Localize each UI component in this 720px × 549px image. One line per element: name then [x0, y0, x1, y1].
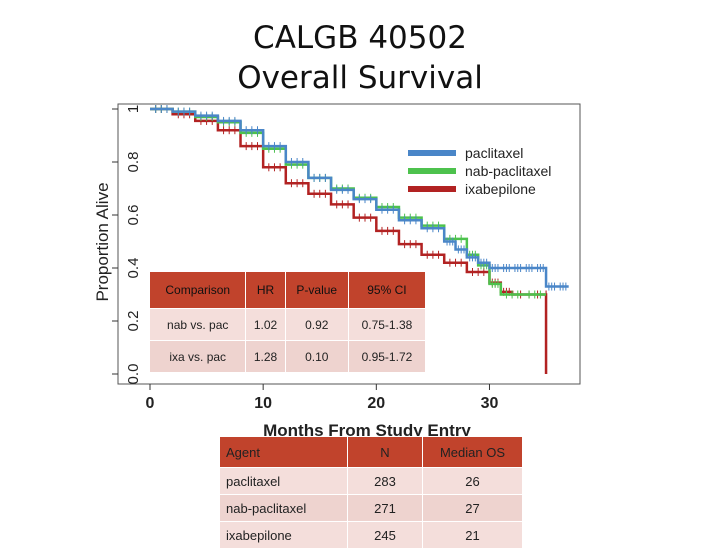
agent-cell: paclitaxel — [219, 467, 348, 495]
y-tick-label: 0.2 — [125, 311, 142, 332]
p-value-cell: 0.92 — [284, 308, 349, 341]
comparison-header-row: Comparison HR P-value 95% CI — [148, 271, 427, 309]
ci-cell: 0.75-1.38 — [347, 308, 427, 341]
median-os-cell: 21 — [422, 521, 523, 549]
table-row: paclitaxel 283 26 — [219, 467, 523, 495]
legend-label: nab-paclitaxel — [465, 163, 551, 179]
ci-cell: 0.95-1.72 — [347, 340, 427, 373]
n-cell: 245 — [347, 521, 423, 549]
x-tick-label: 20 — [367, 395, 385, 412]
axis-layer: 0 10 20 30 0.0 0.2 0.4 0.6 0.8 1 — [112, 105, 498, 412]
n-header: N — [347, 436, 423, 468]
table-row: ixa vs. pac 1.28 0.10 0.95-1.72 — [148, 340, 427, 373]
y-tick-label: 0.4 — [125, 258, 142, 279]
plot-frame — [117, 103, 581, 385]
series-layer — [150, 105, 569, 374]
y-tick-label: 0.8 — [125, 152, 142, 173]
comparison-cell: ixa vs. pac — [148, 340, 247, 373]
x-tick-label: 30 — [481, 395, 499, 412]
series-line — [150, 107, 569, 288]
legend-label: ixabepilone — [465, 181, 536, 197]
x-axis-label: Months From Study Entry — [263, 421, 471, 440]
comparison-cell: nab vs. pac — [148, 308, 247, 341]
comparison-table: Comparison HR P-value 95% CI nab vs. pac… — [148, 271, 427, 373]
y-tick-label: 1 — [125, 105, 142, 113]
title-line-2: Overall Survival — [237, 60, 483, 96]
series-paclitaxel — [150, 105, 569, 291]
hr-header: HR — [245, 271, 286, 309]
title-line-1: CALGB 40502 — [253, 20, 467, 56]
x-tick-label: 10 — [254, 395, 272, 412]
y-tick-label: 0.0 — [125, 364, 142, 385]
median-os-cell: 27 — [422, 494, 523, 522]
slide-title: CALGB 40502 Overall Survival — [0, 18, 720, 98]
x-tick-label: 0 — [146, 395, 155, 412]
agent-table: Agent N Median OS paclitaxel 283 26 nab-… — [219, 436, 523, 549]
hr-cell: 1.28 — [245, 340, 286, 373]
comparison-header: Comparison — [148, 271, 247, 309]
table-row: nab vs. pac 1.02 0.92 0.75-1.38 — [148, 308, 427, 341]
legend-label: paclitaxel — [465, 145, 523, 161]
agent-cell: nab-paclitaxel — [219, 494, 348, 522]
chart-legend: paclitaxel nab-paclitaxel ixabepilone — [408, 145, 551, 197]
y-axis-label: Proportion Alive — [93, 182, 112, 301]
agent-header: Agent — [219, 436, 348, 468]
median-os-header: Median OS — [422, 436, 523, 468]
n-cell: 271 — [347, 494, 423, 522]
agent-cell: ixabepilone — [219, 521, 348, 549]
y-tick-label: 0.6 — [125, 205, 142, 226]
n-cell: 283 — [347, 467, 423, 495]
p-value-header: P-value — [284, 271, 349, 309]
table-row: nab-paclitaxel 271 27 — [219, 494, 523, 522]
table-row: ixabepilone 245 21 — [219, 521, 523, 549]
agent-header-row: Agent N Median OS — [219, 436, 523, 468]
p-value-cell: 0.10 — [284, 340, 349, 373]
median-os-cell: 26 — [422, 467, 523, 495]
hr-cell: 1.02 — [245, 308, 286, 341]
ci-header: 95% CI — [347, 271, 427, 309]
